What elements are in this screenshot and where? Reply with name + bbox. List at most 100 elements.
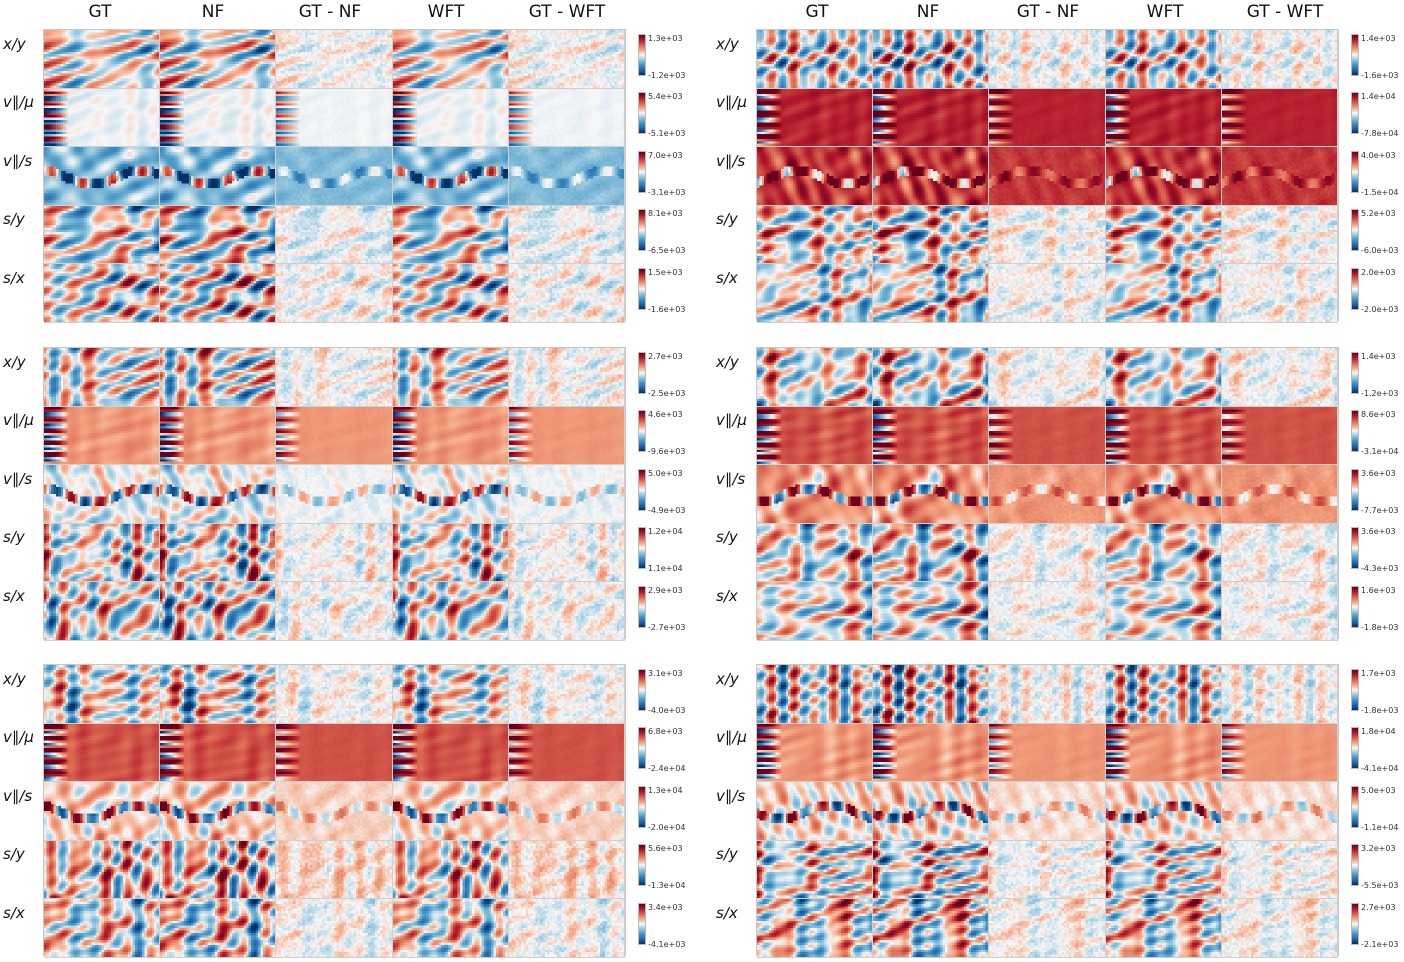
colorbar (638, 902, 646, 945)
colorbar-min-label: -1.8e+03 (1361, 622, 1399, 632)
heatmap-grid (756, 664, 1339, 958)
row-label: x/y (716, 353, 739, 371)
heatmap-vs-wft (1105, 782, 1222, 841)
row-label: s/y (716, 210, 738, 229)
colorbar (638, 468, 646, 511)
colorbar-max-label: 1.3e+04 (648, 785, 683, 795)
heatmap-xy-gt-nf (276, 348, 393, 407)
heatmap-xy-gt-wft (1221, 30, 1338, 89)
heatmap-vs-gt (757, 782, 874, 841)
colorbar (638, 669, 646, 711)
colorbar-min-label: -1.8e+03 (1361, 706, 1399, 715)
heatmap-sx-gt-nf (989, 899, 1106, 958)
colorbar (638, 267, 646, 310)
colorbar (638, 150, 646, 193)
row-label: s/x (716, 586, 738, 605)
heatmap-vs-gt-nf (276, 465, 393, 524)
heatmap-v-wft (392, 88, 509, 148)
colorbar-min-label: -1.6e+03 (648, 304, 686, 314)
colorbar (1351, 267, 1359, 310)
heatmap-v-gt-wft (508, 723, 625, 783)
heatmap-sy-nf (873, 205, 990, 265)
colorbar-max-label: 7.0e+03 (648, 150, 683, 160)
colorbar-max-label: 2.7e+03 (648, 352, 683, 361)
colorbar-max-label: 1.2e+04 (648, 527, 683, 537)
heatmap-xy-gt (757, 348, 874, 407)
heatmap-v-gt (757, 723, 874, 783)
heatmap-xy-nf (873, 348, 990, 407)
colorbar-min-label: -1.1e+04 (1361, 822, 1399, 832)
colorbar-min-label: -1.2e+03 (648, 71, 686, 80)
colorbar (1351, 209, 1359, 252)
heatmap-xy-gt (44, 30, 161, 89)
row-label: s/x (3, 268, 25, 287)
row-label: s/x (716, 268, 738, 287)
heatmap-sy-nf (873, 840, 990, 900)
heatmap-vs-nf (873, 782, 990, 841)
heatmap-grid (43, 347, 626, 641)
row-label: v∥/μ (3, 93, 34, 112)
colorbar-min-label: -7.7e+03 (1361, 505, 1399, 515)
heatmap-vs-gt (44, 465, 161, 524)
heatmap-xy-gt-wft (508, 30, 625, 89)
row-label: v∥/μ (716, 411, 747, 430)
colorbar-min-label: -2.4e+04 (648, 764, 686, 774)
colorbar-max-label: 5.4e+03 (648, 92, 683, 102)
heatmap-v-nf (160, 723, 277, 783)
heatmap-sy-gt-nf (276, 523, 393, 583)
heatmap-grid (43, 664, 626, 958)
heatmap-sx-gt (44, 264, 161, 323)
heatmap-sx-gt-wft (508, 582, 625, 641)
row-label: x/y (716, 670, 739, 688)
colorbar (638, 785, 646, 828)
colorbar-min-label: -4.9e+03 (648, 505, 686, 515)
heatmap-vs-wft (1105, 147, 1222, 206)
colorbar-min-label: -4.3e+03 (1361, 564, 1399, 574)
heatmap-vs-gt-nf (989, 782, 1106, 841)
heatmap-vs-wft (392, 465, 509, 524)
heatmap-grid (756, 29, 1339, 323)
colorbar-max-label: 2.9e+03 (648, 585, 683, 595)
heatmap-v-gt-nf (276, 88, 393, 148)
row-label: x/y (3, 35, 26, 53)
heatmap-xy-gt (44, 665, 161, 724)
colorbar (1351, 527, 1359, 570)
heatmap-sy-nf (160, 205, 277, 265)
heatmap-vs-wft (392, 782, 509, 841)
colorbar (638, 844, 646, 887)
heatmap-v-gt-nf (989, 406, 1106, 466)
colorbar-max-label: 3.6e+03 (1361, 527, 1396, 537)
heatmap-xy-nf (873, 665, 990, 724)
heatmap-xy-nf (160, 348, 277, 407)
heatmap-v-nf (873, 406, 990, 466)
colorbar-min-label: -3.1e+03 (648, 187, 686, 197)
colorbar-min-label: -1.6e+03 (1361, 71, 1399, 80)
heatmap-v-nf (160, 88, 277, 148)
heatmap-sy-wft (392, 205, 509, 265)
colorbar-min-label: -7.8e+04 (1361, 129, 1399, 139)
heatmap-sy-gt-nf (989, 205, 1106, 265)
colorbar-min-label: 1.1e+04 (648, 564, 683, 574)
colorbar-max-label: 4.6e+03 (648, 410, 683, 420)
heatmap-vs-gt (757, 465, 874, 524)
column-header: GT (88, 2, 112, 22)
column-header: GT - WFT (1246, 2, 1324, 22)
heatmap-sy-gt-wft (1221, 205, 1338, 265)
heatmap-vs-gt (44, 147, 161, 206)
heatmap-sy-wft (1105, 523, 1222, 583)
colorbar-min-label: -4.1e+03 (648, 939, 686, 949)
colorbar (638, 352, 646, 394)
colorbar-max-label: 1.4e+03 (1361, 352, 1396, 361)
colorbar (638, 585, 646, 628)
heatmap-v-nf (873, 723, 990, 783)
heatmap-v-gt-wft (1221, 723, 1338, 783)
heatmap-sy-gt-wft (508, 523, 625, 583)
heatmap-sx-gt-wft (508, 899, 625, 958)
colorbar-min-label: -3.1e+04 (1361, 447, 1399, 457)
heatmap-xy-wft (1105, 348, 1222, 407)
heatmap-sy-gt-nf (276, 205, 393, 265)
heatmap-grid (43, 29, 626, 323)
column-header: GT - NF (298, 2, 362, 22)
heatmap-sx-gt (757, 264, 874, 323)
row-label: v∥/s (3, 786, 33, 805)
